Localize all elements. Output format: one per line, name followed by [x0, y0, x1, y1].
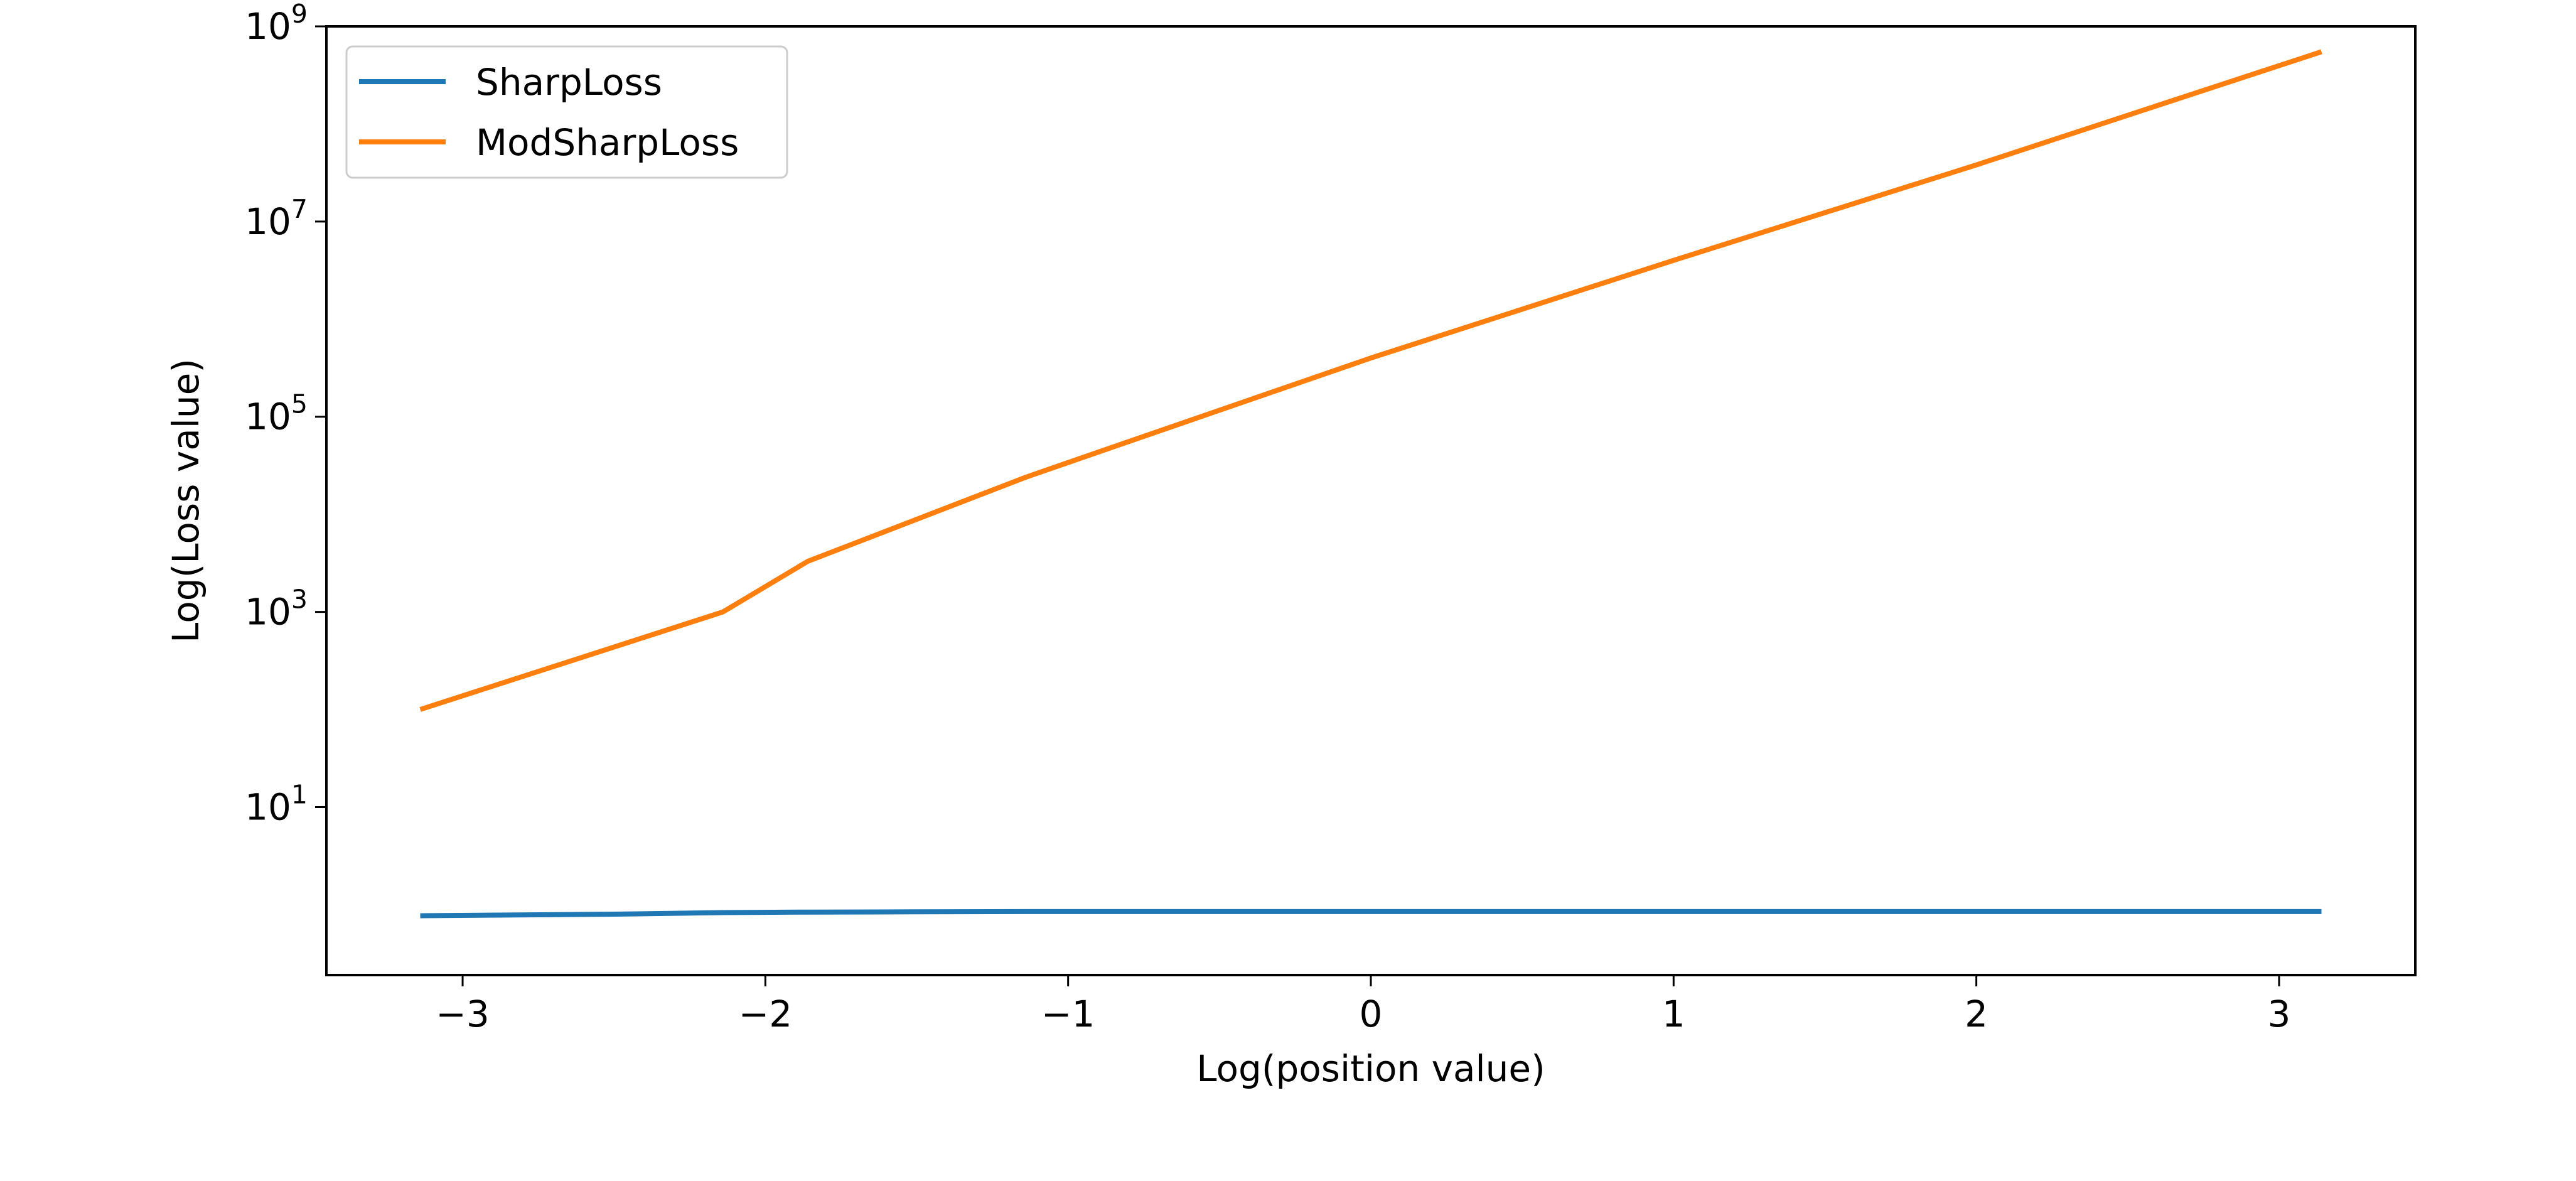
- x-axis: −3 −2 −1 0 1 2 3: [436, 975, 2290, 1035]
- legend: SharpLoss ModSharpLoss: [346, 46, 787, 178]
- legend-label: SharpLoss: [476, 61, 662, 104]
- y-tick-label: 107: [245, 194, 308, 243]
- y-tick-label: 105: [245, 389, 308, 438]
- series-layer: [421, 51, 2322, 915]
- y-tick-base: 10: [245, 396, 291, 438]
- y-tick-exponent: 7: [291, 194, 308, 224]
- legend-label: ModSharpLoss: [476, 121, 739, 164]
- x-tick-label: −1: [1041, 993, 1095, 1035]
- x-tick-label: −2: [739, 993, 793, 1035]
- y-axis-label: Log(Loss value): [164, 359, 207, 643]
- y-tick-base: 10: [245, 785, 291, 828]
- y-tick-label: 101: [245, 779, 308, 828]
- series-line-sharploss: [421, 912, 2322, 916]
- y-tick-base: 10: [245, 5, 291, 48]
- x-tick-label: 1: [1662, 993, 1685, 1035]
- x-tick-label: 3: [2268, 993, 2291, 1035]
- y-tick-exponent: 1: [291, 779, 308, 809]
- y-tick-exponent: 3: [291, 585, 308, 615]
- y-tick-exponent: 9: [291, 0, 308, 29]
- y-tick-label: 103: [245, 585, 308, 634]
- y-tick-label: 109: [245, 0, 308, 48]
- y-tick-base: 10: [245, 200, 291, 243]
- y-tick-base: 10: [245, 591, 291, 634]
- x-tick-label: 0: [1360, 993, 1383, 1035]
- x-axis-label: Log(position value): [1196, 1047, 1545, 1090]
- y-tick-exponent: 5: [291, 389, 308, 419]
- x-tick-label: 2: [1965, 993, 1988, 1035]
- x-tick-label: −3: [436, 993, 490, 1035]
